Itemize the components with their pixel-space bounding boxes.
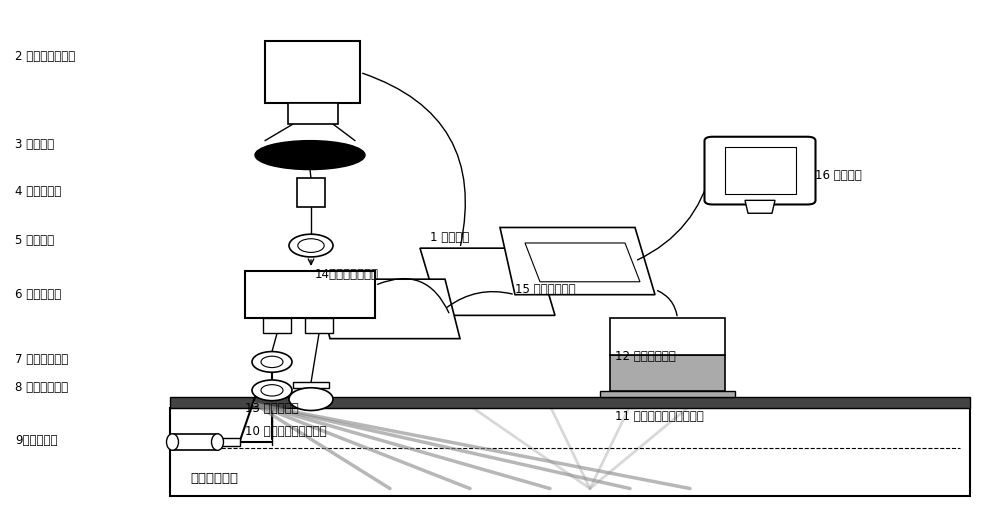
Bar xyxy=(305,318,333,333)
Text: 3 聚光透镜: 3 聚光透镜 xyxy=(15,138,54,151)
Bar xyxy=(263,318,291,333)
Bar xyxy=(610,318,725,355)
Text: 11 皮肤光斑采集固定装置: 11 皮肤光斑采集固定装置 xyxy=(615,409,704,423)
Polygon shape xyxy=(315,279,460,339)
Polygon shape xyxy=(420,248,555,315)
Bar xyxy=(173,434,218,450)
Circle shape xyxy=(289,234,333,257)
Text: 12 光斑检测模块: 12 光斑检测模块 xyxy=(615,350,676,363)
Ellipse shape xyxy=(212,434,224,450)
Text: 1 光控模块: 1 光控模块 xyxy=(430,231,469,245)
Polygon shape xyxy=(500,227,655,295)
Text: 16 显示单元: 16 显示单元 xyxy=(815,169,862,183)
Polygon shape xyxy=(525,243,640,282)
Bar xyxy=(265,41,360,103)
Bar xyxy=(297,178,325,207)
Circle shape xyxy=(252,352,292,372)
Bar xyxy=(293,382,329,388)
Bar xyxy=(600,391,735,397)
Bar xyxy=(170,397,970,408)
Polygon shape xyxy=(745,200,775,213)
Bar xyxy=(218,438,240,446)
Ellipse shape xyxy=(167,434,179,450)
Bar xyxy=(724,147,796,194)
Circle shape xyxy=(298,239,324,252)
Text: 2 宽光谱可调光源: 2 宽光谱可调光源 xyxy=(15,50,75,64)
Circle shape xyxy=(261,385,283,396)
Text: 14光功率测量模块: 14光功率测量模块 xyxy=(315,267,379,281)
Text: 待测皮肤组织: 待测皮肤组织 xyxy=(190,472,238,485)
Ellipse shape xyxy=(255,141,365,170)
Circle shape xyxy=(261,356,283,368)
Bar xyxy=(245,271,375,318)
Text: 8 测量通路光纤: 8 测量通路光纤 xyxy=(15,381,68,394)
Text: 15 数据分析模块: 15 数据分析模块 xyxy=(515,283,576,296)
Text: 4 第一耦合器: 4 第一耦合器 xyxy=(15,185,61,198)
Circle shape xyxy=(289,388,333,410)
Text: 13 光电探测器: 13 光电探测器 xyxy=(245,402,299,415)
Text: 5 传输光纤: 5 传输光纤 xyxy=(15,234,54,247)
Bar xyxy=(170,408,970,496)
FancyBboxPatch shape xyxy=(704,136,816,204)
Text: 7 照射通路光纤: 7 照射通路光纤 xyxy=(15,353,68,366)
Text: 10 斜角度光束出射光纤: 10 斜角度光束出射光纤 xyxy=(245,425,327,438)
Bar xyxy=(288,103,338,124)
Bar xyxy=(610,355,725,391)
Text: 9第二耦合器: 9第二耦合器 xyxy=(15,434,58,447)
Circle shape xyxy=(252,380,292,401)
Text: 6 光路切换器: 6 光路切换器 xyxy=(15,288,61,301)
